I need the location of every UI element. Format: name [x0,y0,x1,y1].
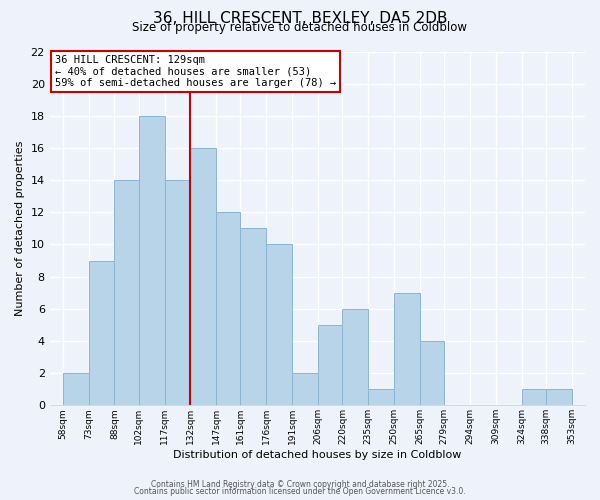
Bar [368,389,394,406]
Text: 36, HILL CRESCENT, BEXLEY, DA5 2DB: 36, HILL CRESCENT, BEXLEY, DA5 2DB [153,11,447,26]
Text: Contains public sector information licensed under the Open Government Licence v3: Contains public sector information licen… [134,487,466,496]
Bar [318,325,343,406]
Text: 36 HILL CRESCENT: 129sqm
← 40% of detached houses are smaller (53)
59% of semi-d: 36 HILL CRESCENT: 129sqm ← 40% of detach… [55,55,336,88]
Bar [546,389,572,406]
Bar [420,341,444,406]
Text: Contains HM Land Registry data © Crown copyright and database right 2025.: Contains HM Land Registry data © Crown c… [151,480,449,489]
Bar [394,292,420,406]
Text: Size of property relative to detached houses in Coldblow: Size of property relative to detached ho… [133,22,467,35]
Bar [343,309,368,406]
Bar [115,180,139,406]
Bar [217,212,241,406]
Bar [139,116,164,406]
Bar [266,244,292,406]
X-axis label: Distribution of detached houses by size in Coldblow: Distribution of detached houses by size … [173,450,461,460]
Y-axis label: Number of detached properties: Number of detached properties [15,140,25,316]
Bar [62,373,89,406]
Bar [89,260,115,406]
Bar [164,180,190,406]
Bar [292,373,318,406]
Bar [190,148,217,406]
Bar [522,389,546,406]
Bar [241,228,266,406]
